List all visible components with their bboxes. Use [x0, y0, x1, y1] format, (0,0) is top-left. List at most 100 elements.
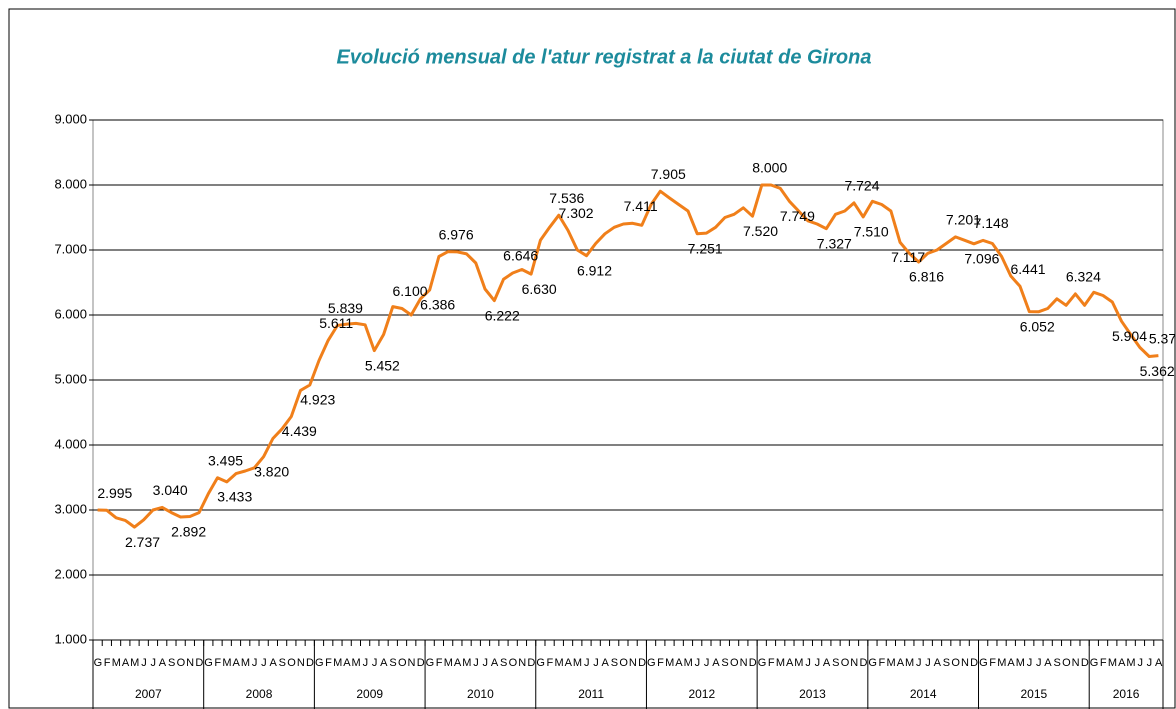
x-tick-label: G: [1090, 657, 1098, 669]
x-tick-label: M: [241, 657, 250, 669]
x-tick-label: O: [730, 657, 739, 669]
x-tick-label: G: [647, 657, 655, 669]
x-tick-label: A: [786, 657, 794, 669]
x-tick-label: M: [112, 657, 121, 669]
data-label: 7.520: [743, 223, 778, 239]
data-label: 2.892: [171, 524, 206, 540]
data-label: 7.327: [817, 235, 852, 251]
data-label: 6.646: [503, 248, 538, 264]
x-tick-label: A: [934, 657, 942, 669]
data-label: 5.452: [365, 357, 400, 373]
x-tick-label: D: [638, 657, 646, 669]
x-tick-label: M: [1126, 657, 1135, 669]
year-label: 2007: [135, 687, 162, 701]
x-tick-label: G: [315, 657, 323, 669]
x-tick-label: A: [1155, 657, 1163, 669]
data-line: [97, 183, 1159, 529]
year-label: 2008: [246, 687, 273, 701]
x-tick-label: J: [473, 657, 478, 669]
x-tick-label: G: [758, 657, 766, 669]
data-label: 6.386: [420, 297, 455, 313]
x-tick-label: N: [408, 657, 416, 669]
data-label: 6.441: [1011, 261, 1046, 277]
x-tick-label: J: [261, 657, 266, 669]
year-label: 2011: [578, 687, 604, 701]
data-label: 3.495: [208, 453, 243, 469]
data-label: 2.995: [97, 485, 132, 501]
x-tick-label: S: [279, 657, 286, 669]
x-tick-label: N: [518, 657, 526, 669]
x-tick-label: J: [150, 657, 155, 669]
data-label: 7.096: [964, 250, 999, 266]
data-label: 7.510: [854, 224, 889, 240]
data-label: 7.724: [844, 178, 879, 194]
y-tick-label: 2.000: [54, 566, 87, 581]
x-tick-label: J: [483, 657, 488, 669]
x-tick-label: F: [325, 657, 332, 669]
x-tick-label: A: [454, 657, 462, 669]
y-tick-label: 6.000: [54, 306, 87, 321]
x-tick-label: M: [554, 657, 563, 669]
x-tick-label: J: [925, 657, 930, 669]
x-tick-label: J: [141, 657, 146, 669]
y-tick-label: 7.000: [54, 241, 87, 256]
year-label: 2012: [688, 687, 715, 701]
x-tick-label: F: [104, 657, 111, 669]
x-tick-label: A: [675, 657, 683, 669]
x-tick-label: S: [721, 657, 728, 669]
data-label: 4.439: [282, 423, 317, 439]
x-tick-label: A: [343, 657, 351, 669]
x-tick-label: D: [306, 657, 314, 669]
x-tick-label: A: [269, 657, 277, 669]
x-tick-label: J: [372, 657, 377, 669]
x-tick-label: M: [665, 657, 674, 669]
x-tick-label: F: [657, 657, 664, 669]
x-tick-label: A: [897, 657, 905, 669]
x-tick-label: M: [997, 657, 1006, 669]
x-tick-label: M: [222, 657, 231, 669]
x-tick-label: S: [1054, 657, 1061, 669]
data-label: 7.749: [780, 208, 815, 224]
x-tick-label: A: [712, 657, 720, 669]
data-label: 5.904: [1112, 328, 1147, 344]
data-label: 7.148: [974, 215, 1009, 231]
data-label: 5.611: [319, 315, 353, 331]
x-tick-label: N: [1072, 657, 1080, 669]
x-tick-label: F: [1100, 657, 1107, 669]
x-tick-label: F: [546, 657, 553, 669]
x-tick-label: J: [815, 657, 820, 669]
data-label: 5.375: [1149, 330, 1176, 346]
year-label: 2014: [910, 687, 937, 701]
x-tick-label: J: [584, 657, 589, 669]
x-tick-label: F: [436, 657, 443, 669]
data-label: 7.117: [891, 249, 925, 265]
x-tick-label: A: [1044, 657, 1052, 669]
x-tick-label: J: [252, 657, 257, 669]
data-label: 6.816: [909, 269, 944, 285]
x-tick-label: O: [619, 657, 628, 669]
data-label: 7.411: [624, 198, 658, 214]
y-tick-label: 9.000: [54, 111, 87, 126]
x-tick-label: M: [905, 657, 914, 669]
data-label: 6.052: [1020, 318, 1055, 334]
x-tick-label: M: [462, 657, 471, 669]
data-label: 7.201: [946, 212, 981, 228]
x-tick-label: F: [989, 657, 996, 669]
x-tick-label: G: [426, 657, 434, 669]
data-label: 6.630: [522, 281, 557, 297]
x-tick-label: N: [850, 657, 858, 669]
data-label: 3.040: [153, 482, 188, 498]
year-label: 2013: [799, 687, 826, 701]
x-tick-label: S: [389, 657, 396, 669]
x-tick-label: S: [168, 657, 175, 669]
year-label: 2016: [1113, 687, 1140, 701]
x-tick-label: G: [868, 657, 876, 669]
x-tick-label: A: [159, 657, 167, 669]
x-tick-label: G: [94, 657, 102, 669]
data-label: 2.737: [125, 534, 160, 550]
data-label: 5.839: [328, 300, 363, 316]
x-tick-label: O: [841, 657, 850, 669]
data-label: 7.302: [559, 205, 594, 221]
x-tick-label: M: [887, 657, 896, 669]
